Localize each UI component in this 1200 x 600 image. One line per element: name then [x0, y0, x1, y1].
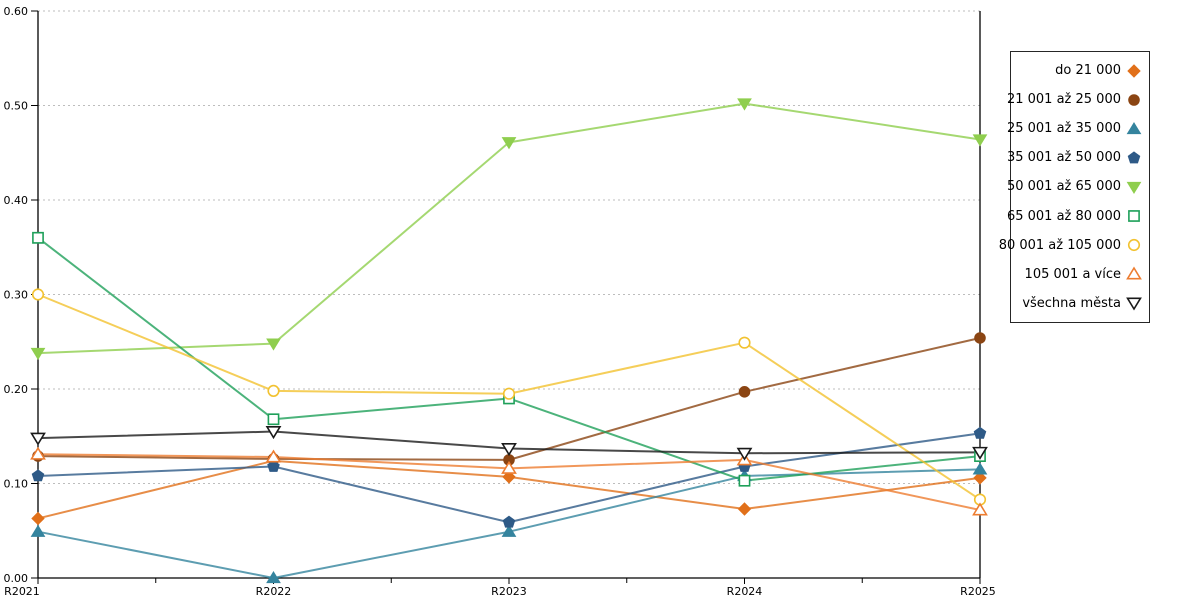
triangle-up-marker-icon [501, 524, 517, 537]
diamond-marker-icon [1127, 63, 1141, 78]
triangle-up-marker-icon [501, 460, 517, 474]
triangle-down-marker-icon [736, 447, 753, 461]
circle-marker-icon [738, 386, 751, 398]
triangle-down-marker-icon [266, 338, 281, 351]
triangle-up-marker-icon [266, 571, 281, 584]
triangle-down-marker-icon [265, 426, 282, 440]
legend-label: do 21 000 [1055, 63, 1121, 79]
triangle-down-marker-icon [501, 137, 517, 150]
circle-marker-icon [267, 384, 280, 397]
x-axis-label: R2024 [727, 585, 763, 598]
square-marker-icon [1128, 210, 1140, 222]
triangle-up-marker-icon [30, 524, 46, 537]
legend-item: 21 001 až 25 000 [1007, 92, 1142, 108]
triangle-down-marker-icon [1126, 297, 1142, 311]
pentagon-marker-icon [502, 515, 516, 528]
diamond-marker-icon [31, 511, 45, 526]
legend-item: do 21 000 [1015, 63, 1142, 79]
pentagon-marker-icon [973, 426, 987, 439]
triangle-up-icon [1126, 266, 1142, 280]
legend-label: 50 001 až 65 000 [1006, 179, 1121, 195]
pentagon-marker-icon [31, 469, 45, 482]
pentagon-icon [1127, 151, 1141, 164]
chart-legend: do 21 000 21 001 až 25 000 25 001 až 35 00… [999, 51, 1150, 323]
triangle-up-marker-icon [1126, 121, 1142, 134]
legend-label: 21 001 až 25 000 [1006, 92, 1121, 108]
legend-item: všechna města [1015, 295, 1142, 311]
triangle-down-marker-icon [30, 347, 46, 361]
y-axis-label: 0.50 [4, 100, 29, 113]
legend-item: 65 001 až 80 000 [1007, 208, 1142, 224]
y-axis-label: 0.10 [4, 478, 29, 491]
x-axis-label: R2022 [256, 585, 292, 598]
triangle-up-marker-icon [1126, 266, 1142, 280]
legend-label: 80 001 až 105 000 [998, 237, 1121, 253]
legend-label: 25 001 až 35 000 [1006, 121, 1121, 137]
circle-marker-icon [502, 387, 516, 400]
circle-marker-icon [738, 336, 751, 349]
triangle-up-marker-icon [972, 462, 988, 475]
circle-marker-icon [974, 332, 986, 344]
x-axis-label: R2025 [960, 585, 996, 598]
triangle-up-icon [1126, 121, 1142, 134]
square-marker-icon [32, 231, 44, 244]
legend-label: všechna města [1022, 295, 1121, 311]
pentagon-marker-icon [267, 459, 280, 472]
diamond-marker-icon [502, 470, 516, 484]
triangle-down-icon [1126, 181, 1142, 194]
legend-label: 35 001 až 50 000 [1006, 150, 1121, 166]
square-marker-icon [738, 474, 751, 487]
legend-item: 50 001 až 65 000 [1007, 179, 1142, 195]
triangle-down-marker-icon [737, 98, 752, 111]
triangle-down-icon [1126, 297, 1142, 311]
triangle-down-marker-icon [972, 134, 988, 147]
y-axis-label: 0.30 [4, 289, 29, 302]
x-axis-label: R2023 [491, 585, 527, 598]
legend-label: 65 001 až 80 000 [1006, 208, 1121, 224]
legend-item: 35 001 až 50 000 [1007, 150, 1142, 166]
circle-marker-icon [1128, 93, 1140, 106]
triangle-up-marker-icon [30, 446, 46, 460]
circle-marker-icon [1127, 239, 1141, 252]
legend-item: 80 001 až 105 000 [999, 237, 1142, 253]
triangle-down-marker-icon [501, 443, 517, 457]
diamond-marker-icon [973, 471, 987, 485]
square-marker-icon [267, 413, 280, 426]
square-icon [1128, 210, 1140, 222]
legend-item: 25 001 až 35 000 [1007, 121, 1142, 137]
circle-icon [1128, 93, 1140, 106]
diamond-icon [1127, 63, 1141, 78]
triangle-up-marker-icon [265, 449, 282, 463]
triangle-up-marker-icon [972, 502, 988, 516]
pentagon-marker-icon [1127, 151, 1141, 164]
triangle-down-marker-icon [1126, 181, 1142, 194]
diamond-marker-icon [737, 502, 752, 516]
circle-icon [1127, 239, 1141, 252]
triangle-down-marker-icon [30, 432, 46, 446]
y-axis-label: 0.00 [4, 572, 29, 585]
y-axis-label: 0.60 [4, 5, 29, 18]
y-axis-label: 0.20 [4, 383, 29, 396]
x-axis-label: R2021 [4, 585, 40, 598]
circle-marker-icon [31, 288, 45, 301]
legend-item: 105 001 a více [1015, 266, 1142, 282]
triangle-down-marker-icon [972, 446, 988, 460]
y-axis-label: 0.40 [4, 194, 29, 207]
legend-label: 105 001 a více [1024, 266, 1121, 282]
